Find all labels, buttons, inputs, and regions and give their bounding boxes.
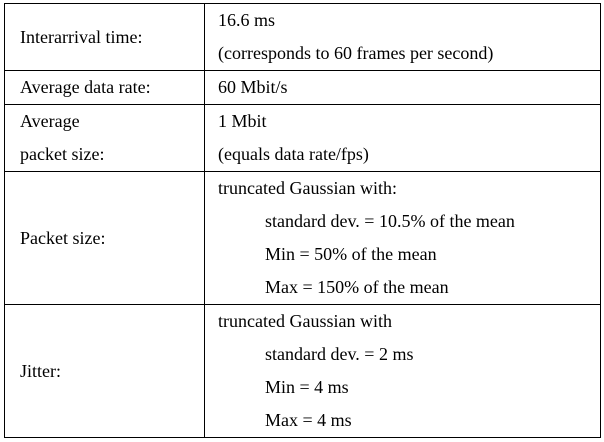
table-row: Average data rate: 60 Mbit/s — [4, 70, 601, 105]
value-cell: truncated Gaussian with: standard dev. = … — [204, 171, 601, 305]
label-cell: Packet size: — [4, 171, 205, 305]
label-text: Average data rate: — [20, 77, 151, 97]
value-text: truncated Gaussian with: — [218, 178, 397, 198]
label-text: Packet size: — [20, 227, 106, 248]
value-text: (equals data rate/fps) — [218, 144, 369, 164]
value-item: Min = 50% of the mean — [265, 244, 437, 264]
value-item: Max = 150% of the mean — [265, 277, 449, 297]
value-cell: 1 Mbit (equals data rate/fps) — [204, 104, 601, 172]
label-text: Average — [20, 111, 80, 131]
value-text: 16.6 ms — [218, 10, 276, 30]
value-item: standard dev. = 10.5% of the mean — [265, 211, 515, 231]
label-cell: Average data rate: — [4, 70, 205, 105]
value-cell: 16.6 ms (corresponds to 60 frames per sec… — [204, 3, 601, 71]
value-item: standard dev. = 2 ms — [265, 344, 414, 364]
parameter-table: Interarrival time: 16.6 ms (corresponds to… — [4, 3, 601, 438]
label-cell: Interarrival time: — [4, 3, 205, 71]
label-cell: Average packet size: — [4, 104, 205, 172]
value-cell: truncated Gaussian with standard dev. = 2… — [204, 304, 601, 438]
label-text: packet size: — [20, 144, 105, 164]
label-cell: Jitter: — [4, 304, 205, 438]
value-text: 60 Mbit/s — [218, 77, 288, 97]
table-body: Interarrival time: 16.6 ms (corresponds to… — [4, 3, 601, 438]
value-text: truncated Gaussian with — [218, 311, 392, 331]
table-row: Packet size: truncated Gaussian with: stan… — [4, 171, 601, 305]
value-item: Max = 4 ms — [265, 410, 352, 430]
label-text: Jitter: — [20, 360, 61, 381]
value-text: (corresponds to 60 frames per second) — [218, 43, 494, 63]
table-row: Average packet size: 1 Mbit (equals data ra… — [4, 104, 601, 172]
table-row: Jitter: truncated Gaussian with standard d… — [4, 304, 601, 438]
value-cell: 60 Mbit/s — [204, 70, 601, 105]
value-item: Min = 4 ms — [265, 377, 349, 397]
table-row: Interarrival time: 16.6 ms (corresponds to… — [4, 3, 601, 71]
label-text: Interarrival time: — [20, 26, 143, 47]
value-text: 1 Mbit — [218, 111, 267, 131]
